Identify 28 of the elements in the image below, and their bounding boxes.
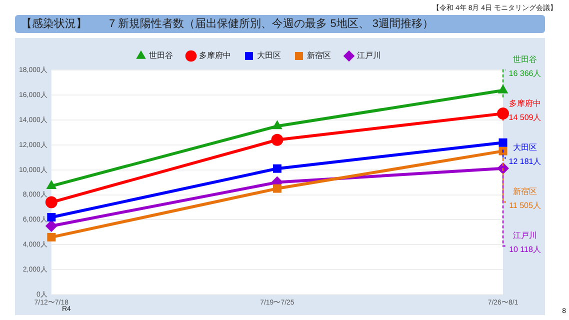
text: 大田区	[513, 143, 537, 152]
data-label: 11 505人	[509, 201, 541, 210]
point	[45, 196, 58, 208]
text: 世田谷	[513, 55, 537, 64]
legend-label: 新宿区	[307, 51, 331, 60]
point	[497, 108, 509, 120]
point	[272, 184, 282, 193]
legend-label: 江戸川	[357, 51, 381, 60]
point	[272, 164, 282, 173]
point	[498, 138, 508, 147]
point	[47, 212, 56, 222]
text: 新宿区	[513, 187, 537, 196]
text: 江戸川	[513, 231, 537, 240]
legend-label: 大田区	[257, 51, 281, 60]
legend-label: 世田谷	[149, 51, 173, 60]
data-label: 14 509人	[508, 113, 542, 122]
text: 多摩府中	[509, 99, 541, 108]
data-label: 12 181人	[508, 157, 542, 166]
point	[46, 180, 57, 190]
data-label: 10 118人	[509, 245, 541, 254]
point	[45, 220, 58, 232]
chart-title: 【感染状況】 7 新規陽性者数（届出保健所別、今週の最多 5地区、 3週間推移）	[15, 15, 545, 33]
legend-label: 多摩府中	[199, 51, 231, 60]
point	[271, 134, 284, 146]
data-label: 16 366人	[508, 69, 542, 78]
point	[47, 232, 56, 242]
point	[272, 120, 282, 130]
point	[498, 84, 508, 94]
